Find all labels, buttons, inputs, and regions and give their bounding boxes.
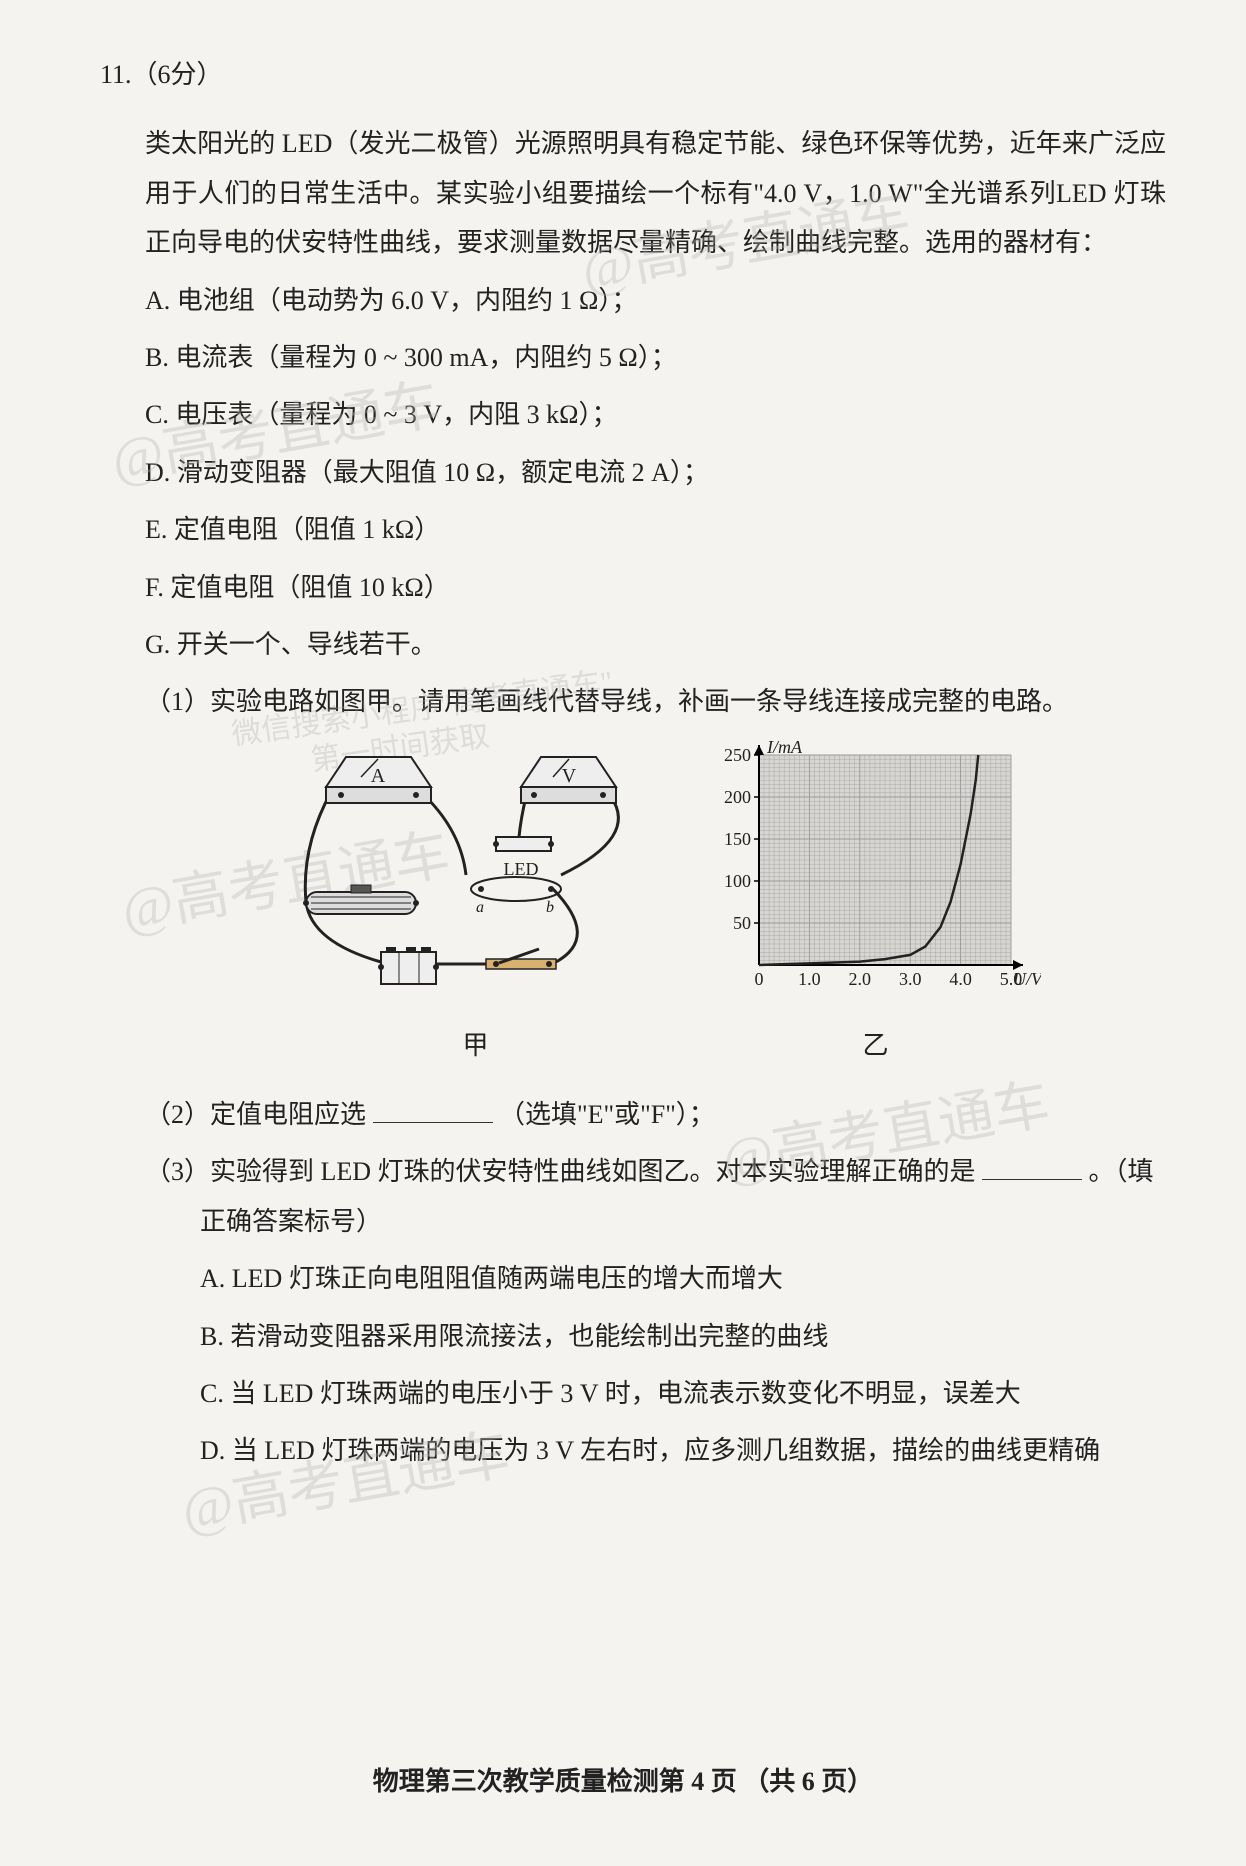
q3-option-a: A. LED 灯珠正向电阻阻值随两端电压的增大而增大 — [145, 1254, 1166, 1303]
svg-text:I/mA: I/mA — [766, 737, 803, 757]
voltmeter-icon: V — [521, 757, 616, 803]
svg-text:LED: LED — [503, 859, 538, 879]
svg-text:4.0: 4.0 — [949, 969, 972, 989]
figure-label-right: 乙 — [711, 1021, 1041, 1070]
option-g: G. 开关一个、导线若干。 — [145, 620, 1166, 669]
q2-prefix: （2）定值电阻应选 — [145, 1100, 366, 1129]
circuit-figure: A V — [271, 737, 681, 1070]
q2-suffix: （选填"E"或"F"）； — [499, 1100, 715, 1129]
svg-text:V: V — [561, 765, 576, 787]
svg-text:2.0: 2.0 — [848, 969, 871, 989]
subq-2: （2）定值电阻应选 （选填"E"或"F"）； — [145, 1090, 1166, 1139]
switch-icon — [486, 949, 556, 969]
option-c: C. 电压表（量程为 0 ~ 3 V，内阻 3 kΩ）； — [145, 390, 1166, 439]
svg-text:50: 50 — [733, 913, 751, 933]
q3-option-d: D. 当 LED 灯珠两端的电压为 3 V 左右时，应多测几组数据，描绘的曲线更… — [145, 1426, 1166, 1475]
svg-text:U/V: U/V — [1013, 969, 1041, 989]
page-footer: 物理第三次教学质量检测第 4 页 （共 6 页） — [0, 1757, 1246, 1806]
battery-icon — [378, 947, 439, 984]
svg-text:b: b — [546, 899, 554, 916]
chart-svg: 01.02.03.04.05.050100150200250I/mAU/V — [711, 737, 1041, 997]
question-number: 11.（6分） — [100, 50, 1166, 99]
intro-text: 类太阳光的 LED（发光二极管）光源照明具有稳定节能、绿色环保等优势，近年来广泛… — [145, 119, 1166, 267]
resistor-icon — [493, 837, 554, 851]
svg-text:a: a — [476, 899, 484, 916]
rheostat-icon — [303, 885, 419, 914]
svg-text:100: 100 — [724, 871, 751, 891]
svg-text:3.0: 3.0 — [898, 969, 921, 989]
figure-label-left: 甲 — [271, 1021, 681, 1070]
option-e: E. 定值电阻（阻值 1 kΩ） — [145, 505, 1166, 554]
led-icon: LED a b — [471, 859, 561, 916]
ammeter-icon: A — [326, 757, 431, 803]
option-f: F. 定值电阻（阻值 10 kΩ） — [145, 563, 1166, 612]
subq-3: （3）实验得到 LED 灯珠的伏安特性曲线如图乙。对本实验理解正确的是 。（填正… — [145, 1147, 1166, 1246]
q3-option-b: B. 若滑动变阻器采用限流接法，也能绘制出完整的曲线 — [145, 1312, 1166, 1361]
blank-fill — [373, 1097, 493, 1123]
option-b: B. 电流表（量程为 0 ~ 300 mA，内阻约 5 Ω）； — [145, 333, 1166, 382]
question-content: 类太阳光的 LED（发光二极管）光源照明具有稳定节能、绿色环保等优势，近年来广泛… — [100, 119, 1166, 1475]
svg-text:150: 150 — [724, 829, 751, 849]
figure-row: A V — [145, 737, 1166, 1070]
svg-text:200: 200 — [724, 787, 751, 807]
subq-1: （1）实验电路如图甲。请用笔画线代替导线，补画一条导线连接成完整的电路。 — [145, 677, 1166, 726]
option-d: D. 滑动变阻器（最大阻值 10 Ω，额定电流 2 A）； — [145, 448, 1166, 497]
circuit-svg: A V — [271, 737, 681, 997]
option-a: A. 电池组（电动势为 6.0 V，内阻约 1 Ω）； — [145, 276, 1166, 325]
q3-option-c: C. 当 LED 灯珠两端的电压小于 3 V 时，电流表示数变化不明显，误差大 — [145, 1369, 1166, 1418]
blank-fill — [982, 1154, 1082, 1180]
q3-prefix: （3）实验得到 LED 灯珠的伏安特性曲线如图乙。对本实验理解正确的是 — [145, 1157, 976, 1186]
svg-text:250: 250 — [724, 745, 751, 765]
svg-text:1.0: 1.0 — [798, 969, 821, 989]
chart-figure: 01.02.03.04.05.050100150200250I/mAU/V 乙 — [711, 737, 1041, 1070]
svg-text:0: 0 — [754, 969, 763, 989]
svg-text:A: A — [370, 765, 385, 787]
